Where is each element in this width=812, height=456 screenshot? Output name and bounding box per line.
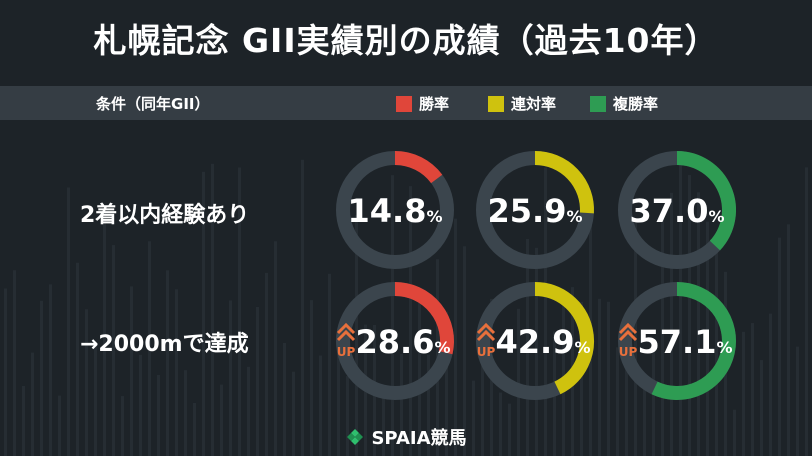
logo-text: SPAIA競馬 <box>371 428 467 449</box>
up-marker-win-row2: UP <box>337 322 356 359</box>
legend-swatch-place3 <box>590 95 606 112</box>
value-label-win-row2: 28.6% <box>356 323 451 361</box>
value-label-place3-row2: 57.1% <box>638 323 733 361</box>
spaia-logo-icon <box>347 429 364 445</box>
row-label-2000m: →2000mで達成 <box>80 332 249 357</box>
legend-label-place3: 複勝率 <box>613 95 659 113</box>
page-title: 札幌記念 GII実績別の成績（過去10年） <box>93 21 719 60</box>
ring-arc-place3-row1 <box>676 151 736 251</box>
value-label-place3-row1: 37.0% <box>630 192 725 230</box>
value-label-place2-row1: 25.9% <box>488 192 583 230</box>
footer-logo: SPAIA競馬 <box>0 424 812 452</box>
ring-arc-place3-row2 <box>651 282 736 400</box>
legend-place2: 連対率 <box>488 93 556 114</box>
legend-swatch-place2 <box>488 95 504 112</box>
row-label-top2: 2着以内経験あり <box>80 203 250 228</box>
ring-arc-win-row2 <box>394 282 454 355</box>
ring-arc-place2-row2 <box>534 282 594 395</box>
ring-arc-win-row1 <box>394 151 443 184</box>
svg-text:UP: UP <box>619 345 638 359</box>
legend-label-place2: 連対率 <box>511 95 557 113</box>
condition-label: 条件（同年GII） <box>96 95 210 113</box>
ring-arc-place2-row1 <box>534 151 594 214</box>
value-label-win-row1: 14.8% <box>348 192 443 230</box>
legend-win: 勝率 <box>396 93 449 114</box>
legend-label-win: 勝率 <box>419 95 450 113</box>
value-label-place2-row2: 42.9% <box>496 323 591 361</box>
svg-text:UP: UP <box>477 345 496 359</box>
legend-swatch-win <box>396 95 412 112</box>
up-marker-place2-row2: UP <box>477 322 496 359</box>
up-marker-place3-row2: UP <box>619 322 638 359</box>
legend-place3: 複勝率 <box>590 93 658 114</box>
svg-text:UP: UP <box>337 345 356 359</box>
